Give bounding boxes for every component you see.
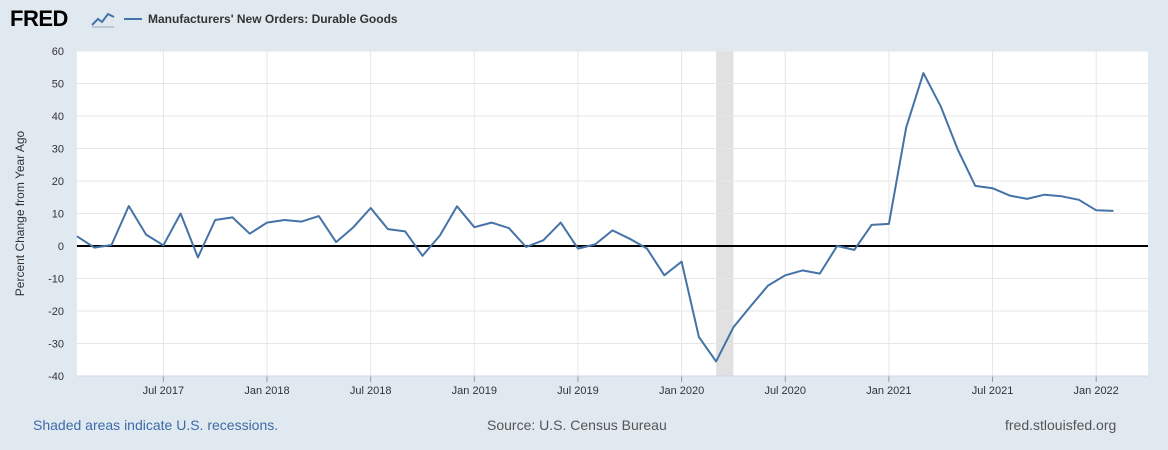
y-tick-label: -10 <box>48 274 64 286</box>
x-tick-label: Jan 2019 <box>452 385 497 397</box>
fred-logo[interactable]: FRED <box>10 6 68 31</box>
y-tick-label: -40 <box>48 371 64 383</box>
y-axis-label: Percent Change from Year Ago <box>13 130 27 296</box>
x-tick-label: Jul 2021 <box>972 385 1014 397</box>
y-tick-label: -20 <box>48 306 64 318</box>
y-tick-label: 10 <box>52 209 64 221</box>
legend-line-swatch <box>124 18 142 20</box>
x-tick-label: Jan 2018 <box>244 385 289 397</box>
x-tick-label: Jan 2022 <box>1074 385 1119 397</box>
fred-logo-graph-icon <box>90 9 116 29</box>
y-tick-label: 40 <box>52 111 64 123</box>
line-chart: 60 50 40 30 20 10 0 -10 -20 -30 -40 Jul 2017 Jan 201… <box>13 46 1148 397</box>
y-tick-label: 60 <box>52 46 64 58</box>
recession-note-link[interactable]: Shaded areas indicate U.S. recessions. <box>33 417 279 433</box>
y-tick-label: 20 <box>52 176 64 188</box>
legend-series-label: Manufacturers' New Orders: Durable Goods <box>148 12 398 26</box>
y-tick-label: 30 <box>52 144 64 156</box>
y-tick-label: -30 <box>48 339 64 351</box>
x-tick-label: Jul 2018 <box>350 385 392 397</box>
y-tick-label: 0 <box>58 241 64 253</box>
x-tick-label: Jul 2017 <box>143 385 185 397</box>
source-text: Source: U.S. Census Bureau <box>487 417 667 433</box>
x-tick-label: Jan 2020 <box>659 385 704 397</box>
chart-header: FRED Manufacturers' New Orders: Durable … <box>0 0 1168 40</box>
series-line <box>76 72 1114 363</box>
x-tick-label: Jul 2019 <box>557 385 599 397</box>
x-tick-label: Jul 2020 <box>764 385 806 397</box>
x-tick-label: Jan 2021 <box>866 385 911 397</box>
site-link[interactable]: fred.stlouisfed.org <box>1005 417 1117 433</box>
y-tick-label: 50 <box>52 79 64 91</box>
chart-legend[interactable]: Manufacturers' New Orders: Durable Goods <box>124 11 398 27</box>
